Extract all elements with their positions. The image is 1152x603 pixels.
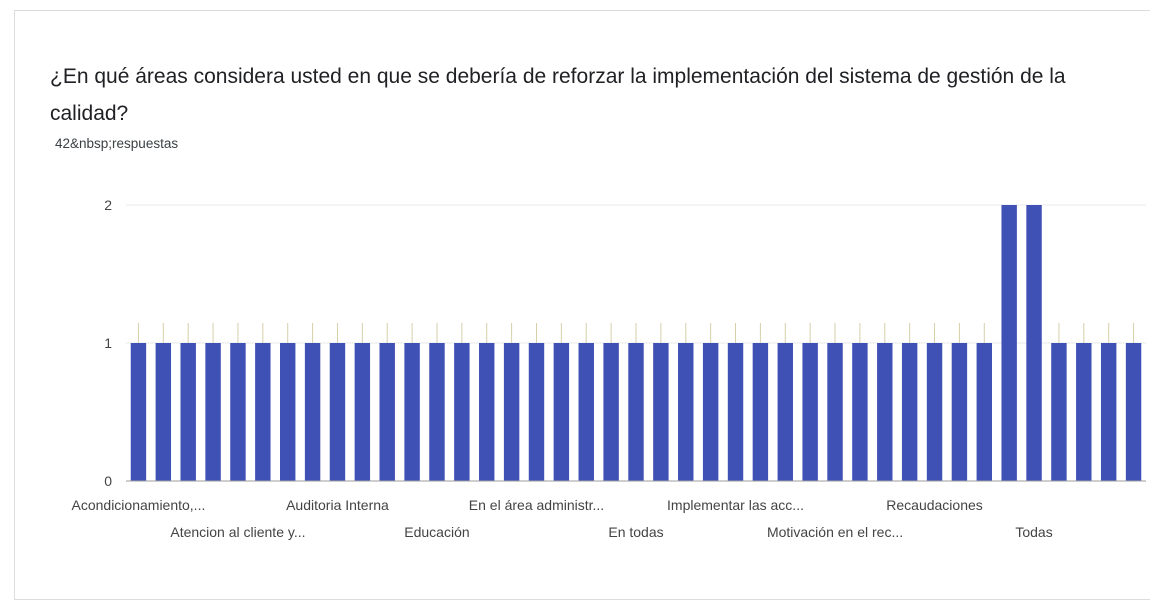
x-tick-label: Motivación en el rec...: [767, 524, 903, 540]
bar: [852, 343, 868, 481]
bar: [205, 343, 221, 481]
bar: [628, 343, 644, 481]
x-tick-label: Auditoria Interna: [286, 497, 389, 513]
bar: [777, 343, 793, 481]
y-tick-label: 0: [104, 473, 112, 489]
bar: [727, 343, 744, 481]
bar: [155, 343, 172, 481]
bar: [304, 343, 321, 481]
bar: [354, 343, 371, 481]
bar: [255, 343, 271, 481]
y-tick-label: 2: [104, 197, 112, 213]
bar: [429, 343, 445, 481]
bar: [503, 343, 520, 481]
bar: [479, 343, 495, 481]
x-tick-label: Atencion al cliente y...: [170, 524, 305, 540]
x-tick-label: Implementar las acc...: [667, 497, 804, 513]
bar: [1051, 343, 1067, 481]
x-tick-label: En todas: [608, 524, 663, 540]
bar: [1125, 343, 1142, 481]
x-tick-label: En el área administr...: [469, 497, 604, 513]
y-tick-label: 1: [104, 335, 112, 351]
bar: [1026, 205, 1042, 481]
bar: [329, 343, 346, 481]
bar: [404, 343, 420, 481]
bar: [926, 343, 943, 481]
bar: [976, 343, 993, 481]
bar: [379, 343, 395, 481]
x-tick-label: Todas: [1015, 524, 1052, 540]
x-tick-label: Educación: [404, 524, 469, 540]
bar: [678, 343, 694, 481]
bar: [180, 343, 196, 481]
bar: [827, 343, 843, 481]
bar: [578, 343, 594, 481]
bar: [951, 343, 968, 481]
bar: [130, 343, 147, 481]
bar: [454, 343, 470, 481]
bar: [1100, 343, 1117, 481]
bar: [901, 343, 918, 481]
question-title: ¿En qué áreas considera usted en que se …: [50, 65, 1066, 125]
bar: [802, 343, 818, 481]
x-tick-label: Recaudaciones: [886, 497, 983, 513]
question-card: [14, 10, 1150, 600]
bar: [877, 343, 893, 481]
bar: [702, 343, 719, 481]
bar: [752, 343, 769, 481]
bar: [1076, 343, 1092, 481]
bar: [653, 343, 669, 481]
bar: [1001, 205, 1017, 481]
bar: [230, 343, 246, 481]
response-count: 42&nbsp;respuestas: [55, 136, 179, 151]
bar: [528, 343, 545, 481]
bar: [603, 343, 619, 481]
bar: [553, 343, 570, 481]
x-tick-label: Acondicionamiento,...: [72, 497, 206, 513]
bar: [279, 343, 296, 481]
